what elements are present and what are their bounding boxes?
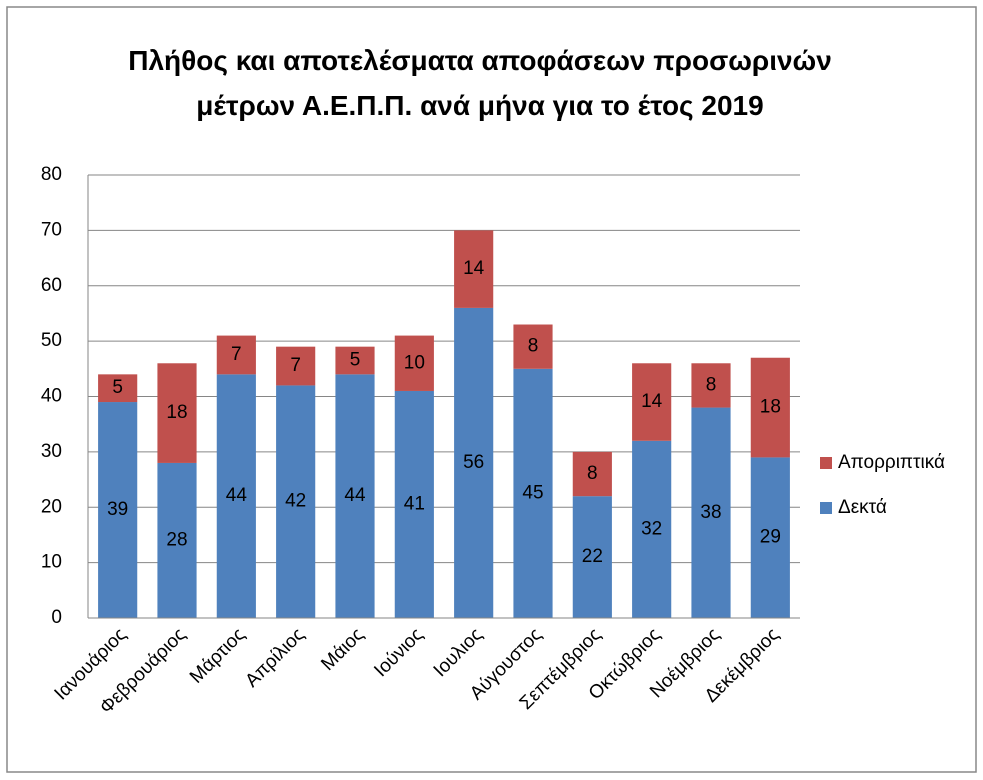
bar-segment (513, 368, 553, 618)
bar-segment (157, 363, 197, 463)
y-tick-label: 60 (41, 275, 62, 296)
chart-title: Πλήθος και αποτελέσματα αποφάσεων προσωρ… (128, 45, 832, 121)
bar-segment (632, 363, 672, 441)
y-tick-label: 0 (51, 607, 62, 628)
bar-segment (691, 363, 731, 408)
data-label: 42 (285, 491, 306, 512)
data-label: 18 (166, 402, 187, 423)
y-tick-label: 40 (41, 386, 62, 407)
data-label: 10 (404, 352, 425, 373)
data-label: 45 (522, 482, 543, 503)
bar-segment (276, 346, 316, 386)
data-label: 14 (641, 391, 663, 412)
y-tick-label: 20 (41, 496, 62, 517)
bar-segment (394, 335, 434, 391)
bar-segment (454, 230, 494, 308)
bar-segment (750, 357, 790, 458)
bar-segment (394, 390, 434, 618)
data-label: 8 (706, 374, 717, 395)
bar-segment (157, 462, 197, 618)
data-label: 22 (582, 546, 603, 567)
y-tick-label: 30 (41, 441, 62, 462)
data-label: 5 (112, 377, 123, 398)
data-label: 44 (344, 485, 366, 506)
bar-segment (216, 374, 256, 618)
y-tick-label: 10 (41, 552, 62, 573)
legend-label: Δεκτά (838, 497, 887, 518)
bar-segment (335, 374, 375, 618)
bar-segment (632, 440, 672, 618)
data-label: 8 (587, 463, 598, 484)
data-label: 32 (641, 518, 662, 539)
bar-segment (216, 335, 256, 375)
bar-segment (750, 457, 790, 618)
data-label: 39 (107, 499, 128, 520)
data-label: 44 (226, 485, 248, 506)
bar-segment (335, 346, 375, 375)
legend-label: Απορριπτικά (838, 452, 945, 473)
data-label: 8 (528, 336, 539, 357)
data-label: 18 (760, 397, 781, 418)
legend-swatch (820, 502, 832, 514)
data-label: 29 (760, 527, 781, 548)
data-label: 38 (700, 502, 721, 523)
data-label: 7 (231, 344, 242, 365)
bar-segment (454, 307, 494, 618)
data-label: 28 (166, 529, 187, 550)
data-label: 5 (350, 350, 361, 371)
bar-segment (572, 496, 612, 618)
bar-segment (691, 407, 731, 618)
bar-segment (98, 374, 138, 403)
y-tick-label: 50 (41, 330, 62, 351)
bar-segment (98, 402, 138, 618)
data-label: 56 (463, 452, 484, 473)
bar-segment (513, 324, 553, 369)
y-tick-label: 70 (41, 219, 62, 240)
bar-segment (572, 451, 612, 497)
legend-swatch (820, 457, 832, 469)
y-tick-label: 80 (41, 164, 62, 185)
data-label: 14 (463, 258, 485, 279)
data-label: 7 (290, 355, 301, 376)
bar-segment (276, 385, 316, 618)
data-label: 41 (404, 493, 425, 514)
